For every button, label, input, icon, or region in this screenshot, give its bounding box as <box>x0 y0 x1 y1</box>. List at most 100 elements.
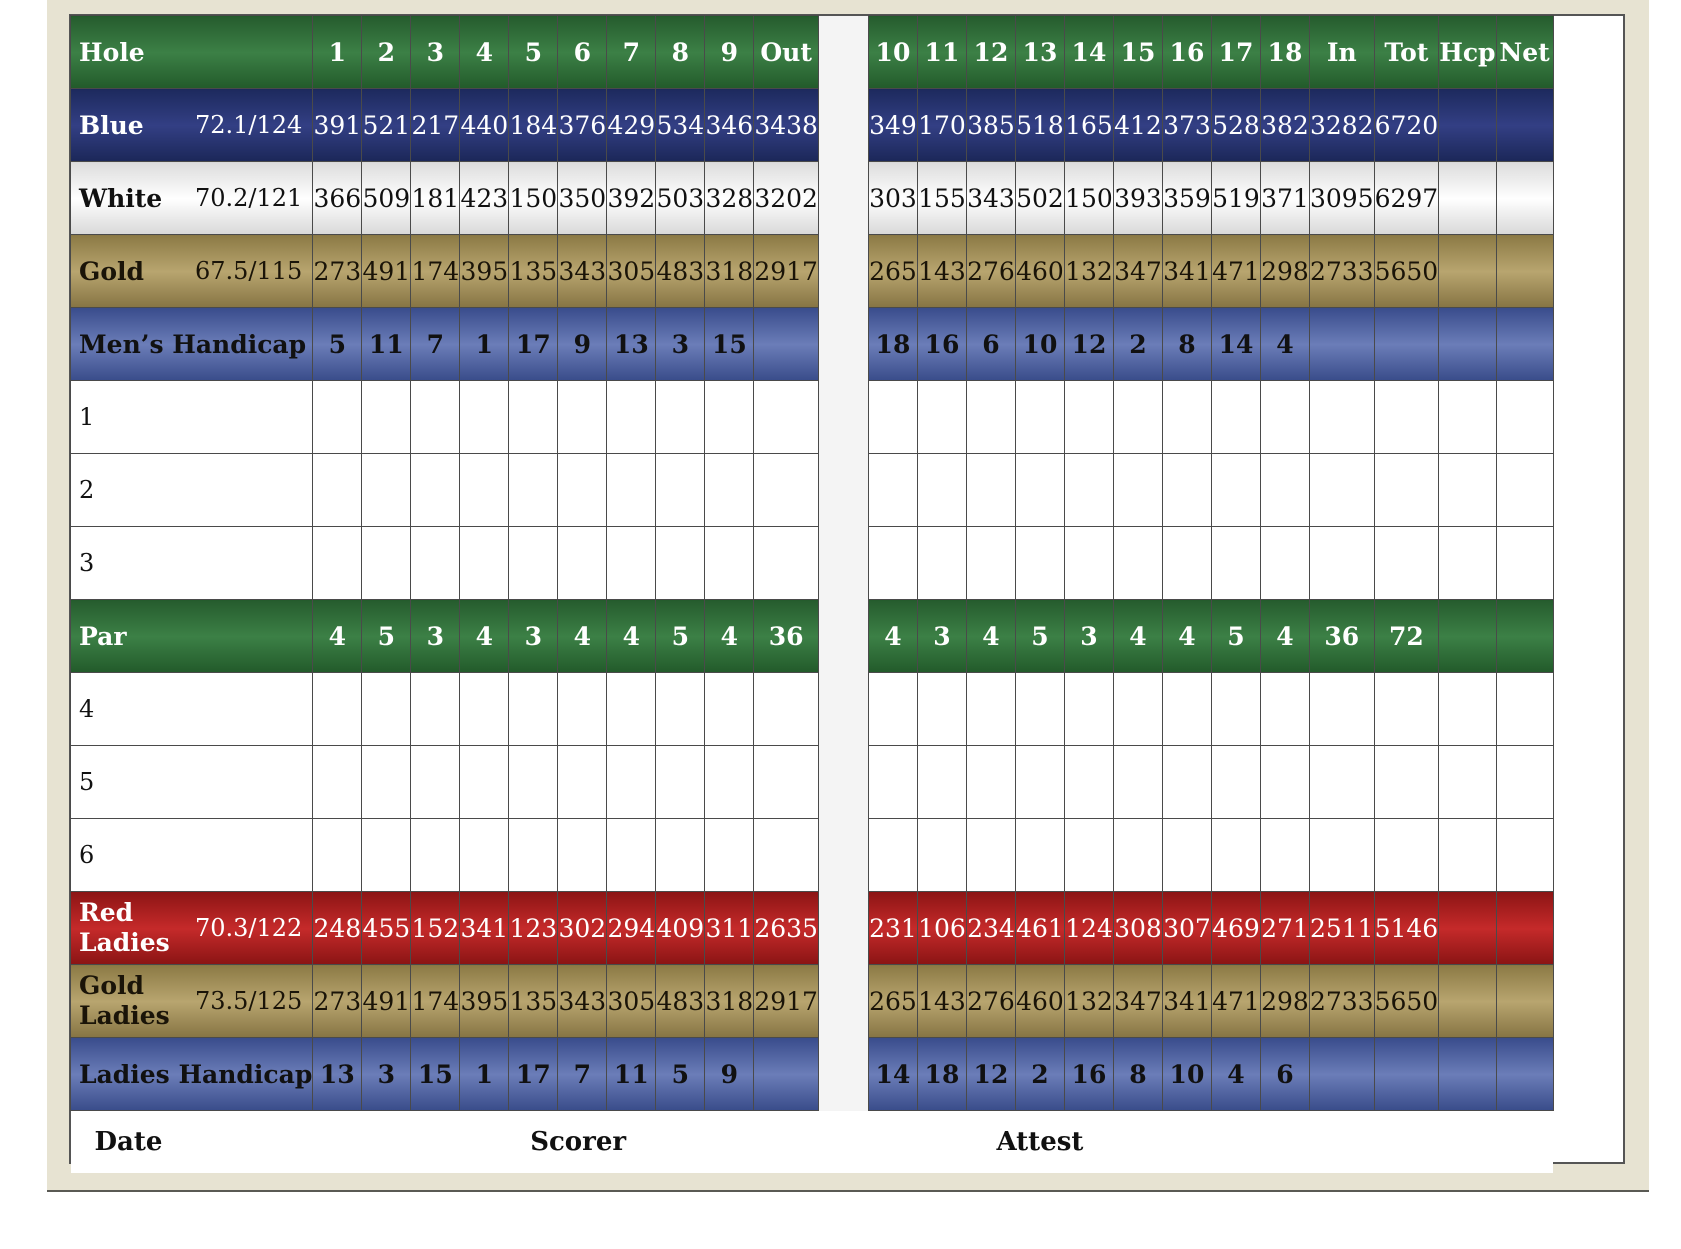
score-cell[interactable] <box>1014 380 1065 454</box>
score-cell[interactable] <box>410 453 461 527</box>
score-cell[interactable] <box>508 526 559 600</box>
score-cell[interactable] <box>753 380 819 454</box>
score-cell[interactable] <box>1373 672 1440 746</box>
score-cell[interactable] <box>459 745 510 819</box>
score-cell[interactable] <box>1308 526 1375 600</box>
score-cell[interactable] <box>361 818 412 892</box>
score-cell[interactable] <box>655 526 706 600</box>
score-cell[interactable] <box>606 672 657 746</box>
score-cell[interactable] <box>557 672 608 746</box>
score-cell[interactable] <box>1063 672 1114 746</box>
score-cell[interactable] <box>1161 380 1212 454</box>
score-cell[interactable] <box>1308 745 1375 819</box>
score-cell[interactable] <box>312 745 363 819</box>
score-cell[interactable] <box>1161 526 1212 600</box>
score-cell[interactable] <box>1210 672 1261 746</box>
score-cell[interactable] <box>916 745 967 819</box>
score-cell[interactable] <box>655 672 706 746</box>
score-cell[interactable] <box>1014 745 1065 819</box>
score-cell[interactable] <box>1259 672 1310 746</box>
score-cell[interactable] <box>410 745 461 819</box>
attest-field[interactable]: Attest <box>868 1110 1554 1173</box>
date-field[interactable]: Date <box>70 1110 313 1173</box>
score-cell[interactable] <box>508 745 559 819</box>
score-cell[interactable] <box>867 380 918 454</box>
score-cell[interactable] <box>459 380 510 454</box>
score-cell[interactable] <box>753 745 819 819</box>
score-cell[interactable] <box>1438 380 1497 454</box>
score-cell[interactable] <box>867 672 918 746</box>
score-cell[interactable] <box>1438 672 1497 746</box>
score-cell[interactable] <box>1112 745 1163 819</box>
score-cell[interactable] <box>1438 818 1497 892</box>
score-cell[interactable] <box>655 380 706 454</box>
score-cell[interactable] <box>1495 672 1554 746</box>
score-cell[interactable] <box>965 818 1016 892</box>
score-cell[interactable] <box>1308 380 1375 454</box>
score-cell[interactable] <box>508 672 559 746</box>
score-cell[interactable] <box>1438 526 1497 600</box>
score-cell[interactable] <box>1112 453 1163 527</box>
score-cell[interactable] <box>753 526 819 600</box>
score-cell[interactable] <box>916 818 967 892</box>
score-cell[interactable] <box>410 672 461 746</box>
score-cell[interactable] <box>1373 526 1440 600</box>
score-cell[interactable] <box>1161 453 1212 527</box>
score-cell[interactable] <box>916 380 967 454</box>
score-cell[interactable] <box>508 380 559 454</box>
score-cell[interactable] <box>753 672 819 746</box>
score-cell[interactable] <box>704 380 755 454</box>
score-cell[interactable] <box>1014 818 1065 892</box>
score-cell[interactable] <box>1308 672 1375 746</box>
score-cell[interactable] <box>410 380 461 454</box>
score-cell[interactable] <box>459 526 510 600</box>
score-cell[interactable] <box>459 672 510 746</box>
score-cell[interactable] <box>1259 380 1310 454</box>
score-cell[interactable] <box>1259 745 1310 819</box>
score-cell[interactable] <box>1112 380 1163 454</box>
score-cell[interactable] <box>1210 453 1261 527</box>
scorer-field[interactable]: Scorer <box>312 1110 819 1173</box>
score-cell[interactable] <box>1063 818 1114 892</box>
score-cell[interactable] <box>361 526 412 600</box>
score-cell[interactable] <box>753 818 819 892</box>
score-cell[interactable] <box>867 745 918 819</box>
score-cell[interactable] <box>606 818 657 892</box>
score-cell[interactable] <box>1161 672 1212 746</box>
score-cell[interactable] <box>1495 526 1554 600</box>
score-cell[interactable] <box>557 453 608 527</box>
score-cell[interactable] <box>916 453 967 527</box>
score-cell[interactable] <box>1373 380 1440 454</box>
score-cell[interactable] <box>867 526 918 600</box>
score-cell[interactable] <box>557 745 608 819</box>
score-cell[interactable] <box>1259 818 1310 892</box>
score-cell[interactable] <box>508 818 559 892</box>
score-cell[interactable] <box>459 453 510 527</box>
score-cell[interactable] <box>459 818 510 892</box>
score-cell[interactable] <box>1063 526 1114 600</box>
score-cell[interactable] <box>312 818 363 892</box>
score-cell[interactable] <box>606 453 657 527</box>
score-cell[interactable] <box>1210 818 1261 892</box>
score-cell[interactable] <box>1495 453 1554 527</box>
score-cell[interactable] <box>1438 745 1497 819</box>
score-cell[interactable] <box>1063 745 1114 819</box>
score-cell[interactable] <box>965 453 1016 527</box>
score-cell[interactable] <box>606 745 657 819</box>
score-cell[interactable] <box>1112 672 1163 746</box>
score-cell[interactable] <box>361 380 412 454</box>
score-cell[interactable] <box>965 745 1016 819</box>
score-cell[interactable] <box>916 526 967 600</box>
score-cell[interactable] <box>1014 526 1065 600</box>
score-cell[interactable] <box>312 526 363 600</box>
score-cell[interactable] <box>361 672 412 746</box>
score-cell[interactable] <box>867 453 918 527</box>
score-cell[interactable] <box>965 380 1016 454</box>
score-cell[interactable] <box>704 453 755 527</box>
score-cell[interactable] <box>1495 745 1554 819</box>
score-cell[interactable] <box>1112 526 1163 600</box>
score-cell[interactable] <box>1210 745 1261 819</box>
score-cell[interactable] <box>1259 526 1310 600</box>
score-cell[interactable] <box>867 818 918 892</box>
score-cell[interactable] <box>1373 818 1440 892</box>
